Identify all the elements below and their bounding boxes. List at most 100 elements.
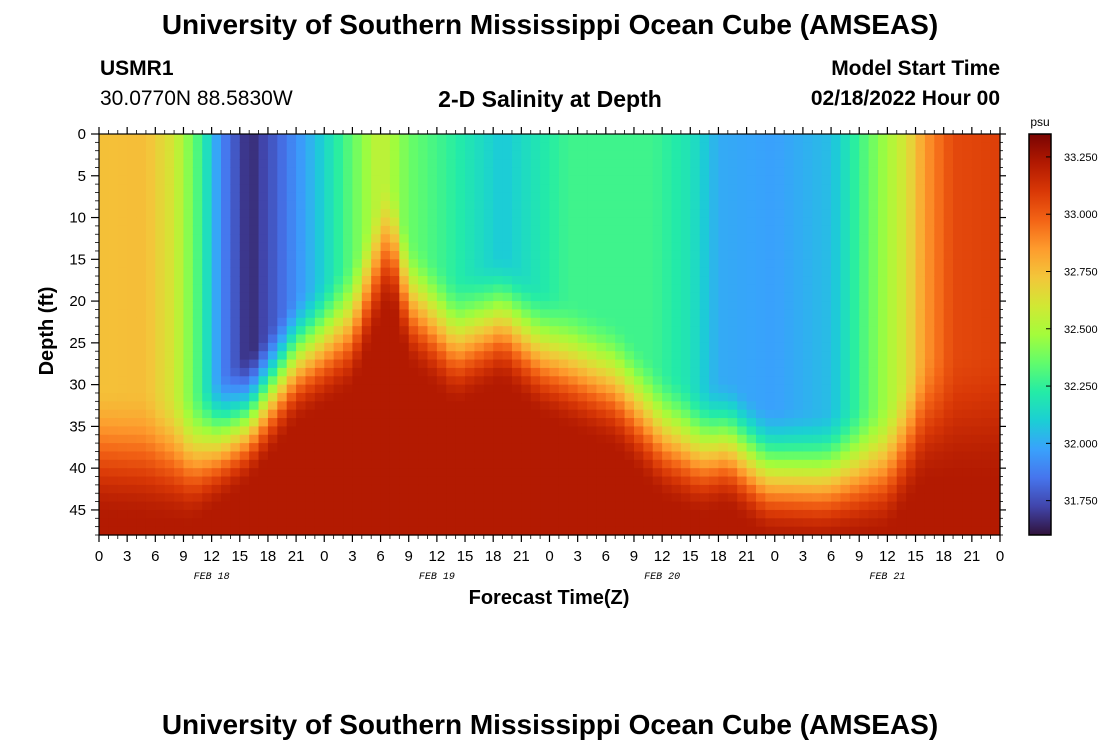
heatmap-cell <box>746 392 757 402</box>
heatmap-cell <box>446 501 457 511</box>
heatmap-cell <box>662 468 673 478</box>
heatmap-cell <box>652 284 663 294</box>
heatmap-cell <box>774 276 785 285</box>
heatmap-cell <box>249 401 260 411</box>
heatmap-cell <box>436 184 447 194</box>
heatmap-cell <box>624 342 635 352</box>
heatmap-cell <box>868 259 879 269</box>
heatmap-cell <box>831 468 842 478</box>
heatmap-cell <box>981 518 992 528</box>
heatmap-cell <box>962 217 973 227</box>
heatmap-cell <box>577 326 588 336</box>
heatmap-cell <box>962 284 973 294</box>
heatmap-cell <box>145 334 156 344</box>
heatmap-cell <box>615 384 626 394</box>
heatmap-cell <box>755 451 766 461</box>
heatmap-cell <box>746 451 757 461</box>
heatmap-cell <box>277 367 288 377</box>
heatmap-cell <box>521 150 532 160</box>
heatmap-cell <box>643 484 654 494</box>
heatmap-cell <box>258 426 269 436</box>
heatmap-cell <box>906 426 917 436</box>
heatmap-cell <box>859 217 870 227</box>
heatmap-cell <box>849 359 860 369</box>
heatmap-cell <box>230 134 241 143</box>
heatmap-cell <box>540 376 551 386</box>
heatmap-cell <box>99 509 109 519</box>
heatmap-cell <box>943 142 954 152</box>
heatmap-cell <box>286 134 297 143</box>
heatmap-cell <box>605 234 616 244</box>
x-tick-label: 18 <box>710 548 727 565</box>
heatmap-cell <box>446 418 457 427</box>
heatmap-cell <box>662 326 673 336</box>
heatmap-cell <box>962 259 973 269</box>
heatmap-cell <box>286 493 297 503</box>
heatmap-cell <box>633 167 644 177</box>
heatmap-cell <box>568 367 579 377</box>
heatmap-cell <box>389 192 400 202</box>
heatmap-cell <box>709 242 720 252</box>
heatmap-cell <box>343 401 354 411</box>
heatmap-cell <box>502 476 513 486</box>
heatmap-cell <box>521 392 532 402</box>
heatmap-cell <box>399 276 410 285</box>
heatmap-cell <box>596 409 607 419</box>
heatmap-cell <box>502 225 513 235</box>
heatmap-cell <box>784 384 795 394</box>
heatmap-cell <box>267 468 278 478</box>
page-title: University of Southern Mississippi Ocean… <box>161 9 939 40</box>
heatmap-cell <box>361 309 372 319</box>
heatmap-cell <box>896 493 907 503</box>
heatmap-cell <box>877 392 888 402</box>
heatmap-cell <box>183 217 194 227</box>
heatmap-cell <box>483 476 494 486</box>
heatmap-cell <box>615 326 626 336</box>
heatmap-cell <box>389 242 400 252</box>
heatmap-cell <box>202 409 213 419</box>
heatmap-cell <box>155 493 166 503</box>
heatmap-cell <box>774 150 785 160</box>
heatmap-cell <box>680 459 691 469</box>
heatmap-cell <box>371 309 382 319</box>
heatmap-cell <box>174 451 185 461</box>
heatmap-cell <box>981 384 992 394</box>
heatmap-cell <box>465 493 476 503</box>
heatmap-cell <box>371 342 382 352</box>
heatmap-cell <box>943 134 954 143</box>
heatmap-cell <box>483 459 494 469</box>
heatmap-cell <box>981 426 992 436</box>
heatmap-cell <box>530 509 541 519</box>
heatmap-cell <box>643 468 654 478</box>
heatmap-cell <box>511 426 522 436</box>
heatmap-cell <box>821 134 832 143</box>
heatmap-cell <box>812 292 823 302</box>
heatmap-cell <box>99 484 109 494</box>
heatmap-cell <box>718 409 729 419</box>
x-tick-label: 0 <box>545 548 553 565</box>
heatmap-cell <box>164 401 175 411</box>
heatmap-cell <box>784 200 795 210</box>
heatmap-cell <box>117 484 128 494</box>
heatmap-cell <box>727 359 738 369</box>
heatmap-cell <box>624 426 635 436</box>
heatmap-cell <box>324 384 335 394</box>
heatmap-cell <box>352 200 363 210</box>
heatmap-cell <box>540 175 551 185</box>
heatmap-cell <box>145 476 156 486</box>
heatmap-cell <box>877 317 888 327</box>
heatmap-cell <box>784 468 795 478</box>
heatmap-cell <box>493 518 504 528</box>
heatmap-cell <box>896 184 907 194</box>
heatmap-cell <box>249 142 260 152</box>
heatmap-cell <box>718 225 729 235</box>
heatmap-cell <box>774 259 785 269</box>
heatmap-cell <box>896 326 907 336</box>
heatmap-cell <box>258 317 269 327</box>
heatmap-cell <box>549 518 560 528</box>
heatmap-cell <box>202 401 213 411</box>
heatmap-cell <box>474 301 485 311</box>
heatmap-cell <box>277 184 288 194</box>
heatmap-cell <box>859 301 870 311</box>
heatmap-cell <box>239 468 250 478</box>
